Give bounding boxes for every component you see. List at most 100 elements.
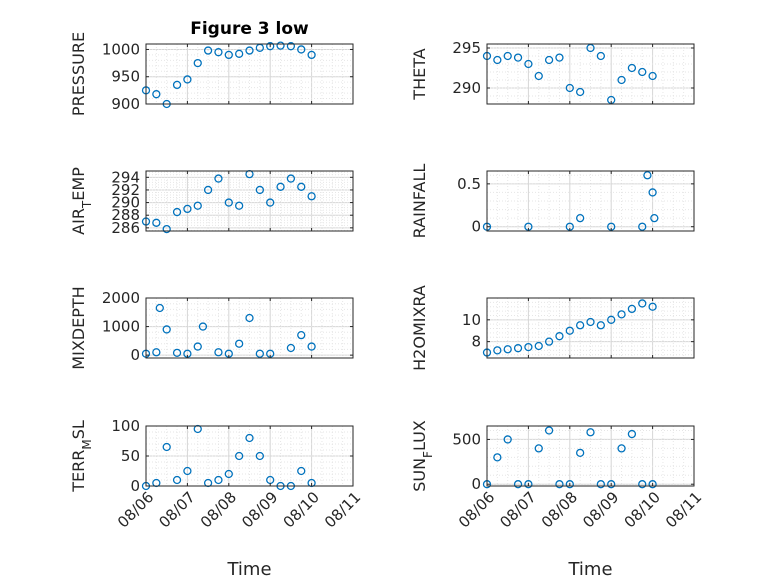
y-tick-label: 100	[111, 417, 140, 435]
data-point	[214, 348, 223, 357]
data-point	[234, 49, 244, 58]
data-point	[534, 71, 543, 81]
data-point	[607, 315, 616, 324]
data-point	[503, 345, 512, 354]
y-tick-label: 288	[111, 206, 140, 224]
data-point	[234, 201, 244, 210]
data-point	[297, 45, 306, 54]
data-point	[224, 50, 233, 60]
data-point	[307, 192, 316, 201]
data-point	[234, 339, 244, 348]
y-tick-label: 50	[121, 447, 140, 465]
data-point	[513, 480, 523, 489]
data-point	[555, 332, 564, 341]
data-point	[162, 442, 171, 452]
y-tick-label: 0	[471, 218, 481, 236]
data-point	[214, 48, 223, 57]
y-axis-label: THETA	[410, 48, 429, 100]
data-point	[648, 71, 657, 81]
axes-box	[145, 43, 354, 105]
subplot-2: 290 295 THETA	[410, 39, 695, 105]
y-tick-label: 0	[471, 475, 481, 493]
data-point	[617, 75, 626, 85]
data-point	[155, 303, 164, 313]
data-point	[576, 321, 585, 330]
y-tick-label: 500	[452, 430, 481, 448]
data-point	[617, 444, 626, 453]
data-point	[224, 198, 233, 207]
data-point	[524, 59, 533, 69]
data-point	[627, 63, 637, 73]
data-point	[214, 475, 223, 485]
data-point	[617, 310, 626, 319]
data-point	[307, 342, 316, 351]
data-point	[152, 348, 161, 357]
data-point	[524, 342, 533, 352]
data-point	[193, 342, 202, 351]
x-tick-label: 08/09	[579, 488, 622, 531]
data-point	[627, 304, 637, 314]
data-point	[493, 346, 502, 355]
y-tick-label: 1000	[102, 40, 140, 58]
data-point	[534, 341, 543, 351]
data-point	[534, 444, 543, 453]
data-point	[203, 185, 213, 195]
x-tick-label: 08/09	[238, 488, 281, 531]
x-tick-label: 08/11	[662, 488, 705, 531]
data-point	[627, 429, 637, 439]
y-axis-label: TERRMSL	[69, 420, 94, 493]
data-point	[245, 433, 254, 443]
subplot-8: 0 500 SUNFLUX 08/0608/0708/0808/0908/1008/1…	[410, 420, 705, 580]
data-point	[245, 313, 254, 323]
data-point	[643, 171, 652, 180]
y-tick-label: 290	[452, 79, 481, 97]
x-tick-label: 08/10	[621, 488, 664, 531]
y-axis-label: MIXDEPTH	[69, 286, 88, 369]
data-point	[565, 83, 574, 93]
y-axis-label: H2OMIXRA	[410, 285, 429, 371]
axes-box	[486, 297, 695, 359]
data-point	[172, 80, 182, 90]
data-point	[576, 448, 585, 458]
data-point	[565, 480, 574, 489]
data-point	[596, 321, 605, 330]
data-point	[648, 188, 657, 197]
data-point	[544, 55, 554, 65]
data-point	[638, 222, 647, 231]
y-tick-label: 900	[111, 95, 140, 113]
data-point	[245, 46, 254, 55]
data-point	[193, 58, 202, 68]
x-axis-label: Time	[567, 559, 612, 580]
data-point	[162, 325, 171, 334]
data-point	[224, 469, 233, 479]
data-point	[503, 51, 512, 61]
y-tick-label: 0.5	[457, 175, 481, 193]
axes-box	[145, 170, 354, 232]
data-point	[276, 182, 285, 191]
data-point	[544, 426, 554, 435]
axes-box	[486, 425, 695, 487]
y-tick-label: 294	[111, 168, 140, 186]
data-point	[255, 349, 265, 358]
x-axis-label: Time	[226, 559, 271, 580]
data-point	[297, 182, 306, 191]
data-point	[266, 42, 275, 51]
data-point	[183, 75, 192, 84]
data-point	[297, 330, 306, 340]
data-point	[565, 326, 574, 335]
subplot-5: 0 1000 2000 MIXDEPTH	[69, 286, 354, 370]
data-point	[576, 213, 585, 223]
x-tick-label: 08/07	[496, 488, 539, 531]
data-point	[172, 475, 182, 485]
x-tick-label: 08/08	[197, 488, 240, 531]
subplot-6: 8 10 H2OMIXRA	[410, 285, 695, 371]
data-point	[513, 53, 523, 62]
data-point	[297, 466, 306, 476]
data-point	[648, 480, 657, 489]
data-point	[203, 46, 213, 55]
data-point	[286, 42, 296, 51]
y-tick-label: 950	[111, 68, 140, 86]
data-point	[524, 480, 533, 489]
data-point	[596, 51, 605, 61]
data-point	[255, 185, 265, 195]
